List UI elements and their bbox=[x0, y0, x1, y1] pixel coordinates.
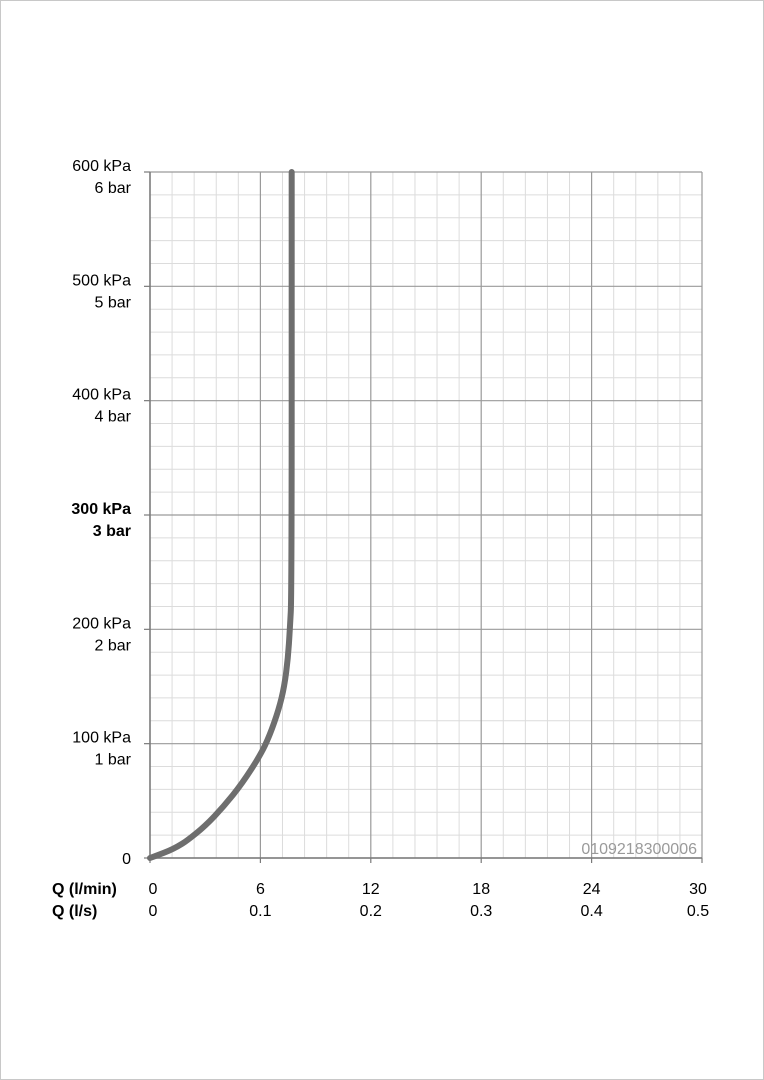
x-tick-label-ls: 0.1 bbox=[249, 903, 271, 920]
y-tick-label-kpa: 600 kPa bbox=[72, 158, 131, 175]
x-tick-label-ls: 0.4 bbox=[580, 903, 602, 920]
x-tick-label-ls: 0.3 bbox=[470, 903, 492, 920]
x-tick-label-lmin: 12 bbox=[362, 881, 380, 898]
y-tick-label-kpa: 400 kPa bbox=[72, 387, 131, 404]
y-tick-label-kpa: 300 kPa bbox=[71, 501, 131, 518]
x-axis-label-lmin: Q (l/min) bbox=[52, 881, 117, 898]
x-tick-label-ls: 0 bbox=[149, 903, 158, 920]
axis-ticks bbox=[144, 171, 703, 863]
y-tick-label-bar: 1 bar bbox=[95, 752, 132, 769]
y-tick-label-bar: 4 bar bbox=[95, 409, 132, 426]
x-tick-label-lmin: 30 bbox=[689, 881, 707, 898]
y-tick-label-bar: 2 bar bbox=[95, 637, 132, 654]
y-tick-label-bar: 5 bar bbox=[95, 294, 132, 311]
y-tick-label-bar: 3 bar bbox=[93, 523, 131, 540]
y-tick-label-kpa: 200 kPa bbox=[72, 615, 131, 632]
x-tick-label-ls: 0.5 bbox=[687, 903, 709, 920]
x-tick-label-lmin: 0 bbox=[149, 881, 158, 898]
y-tick-label-bar: 6 bar bbox=[95, 180, 132, 197]
x-axis-label-ls: Q (l/s) bbox=[52, 903, 97, 920]
diagram-code: 0109218300006 bbox=[581, 841, 697, 858]
pressure-flow-curve bbox=[147, 169, 295, 861]
y-tick-label-kpa: 100 kPa bbox=[72, 730, 131, 747]
y-axis-labels: 600 kPa 6 bar 500 kPa 5 bar 400 kPa 4 bar 300 … bbox=[71, 158, 131, 868]
y-tick-label-kpa: 0 bbox=[122, 851, 131, 868]
x-tick-label-lmin: 6 bbox=[256, 881, 265, 898]
major-grid bbox=[149, 171, 703, 859]
x-tick-label-lmin: 24 bbox=[583, 881, 601, 898]
y-tick-label-kpa: 500 kPa bbox=[72, 272, 131, 289]
x-tick-label-lmin: 18 bbox=[472, 881, 490, 898]
x-tick-label-ls: 0.2 bbox=[360, 903, 382, 920]
series-layer bbox=[147, 169, 295, 861]
x-axis-labels: 0 0 6 0.1 12 0.2 18 0.3 24 0.4 30 0.5 bbox=[149, 881, 710, 920]
